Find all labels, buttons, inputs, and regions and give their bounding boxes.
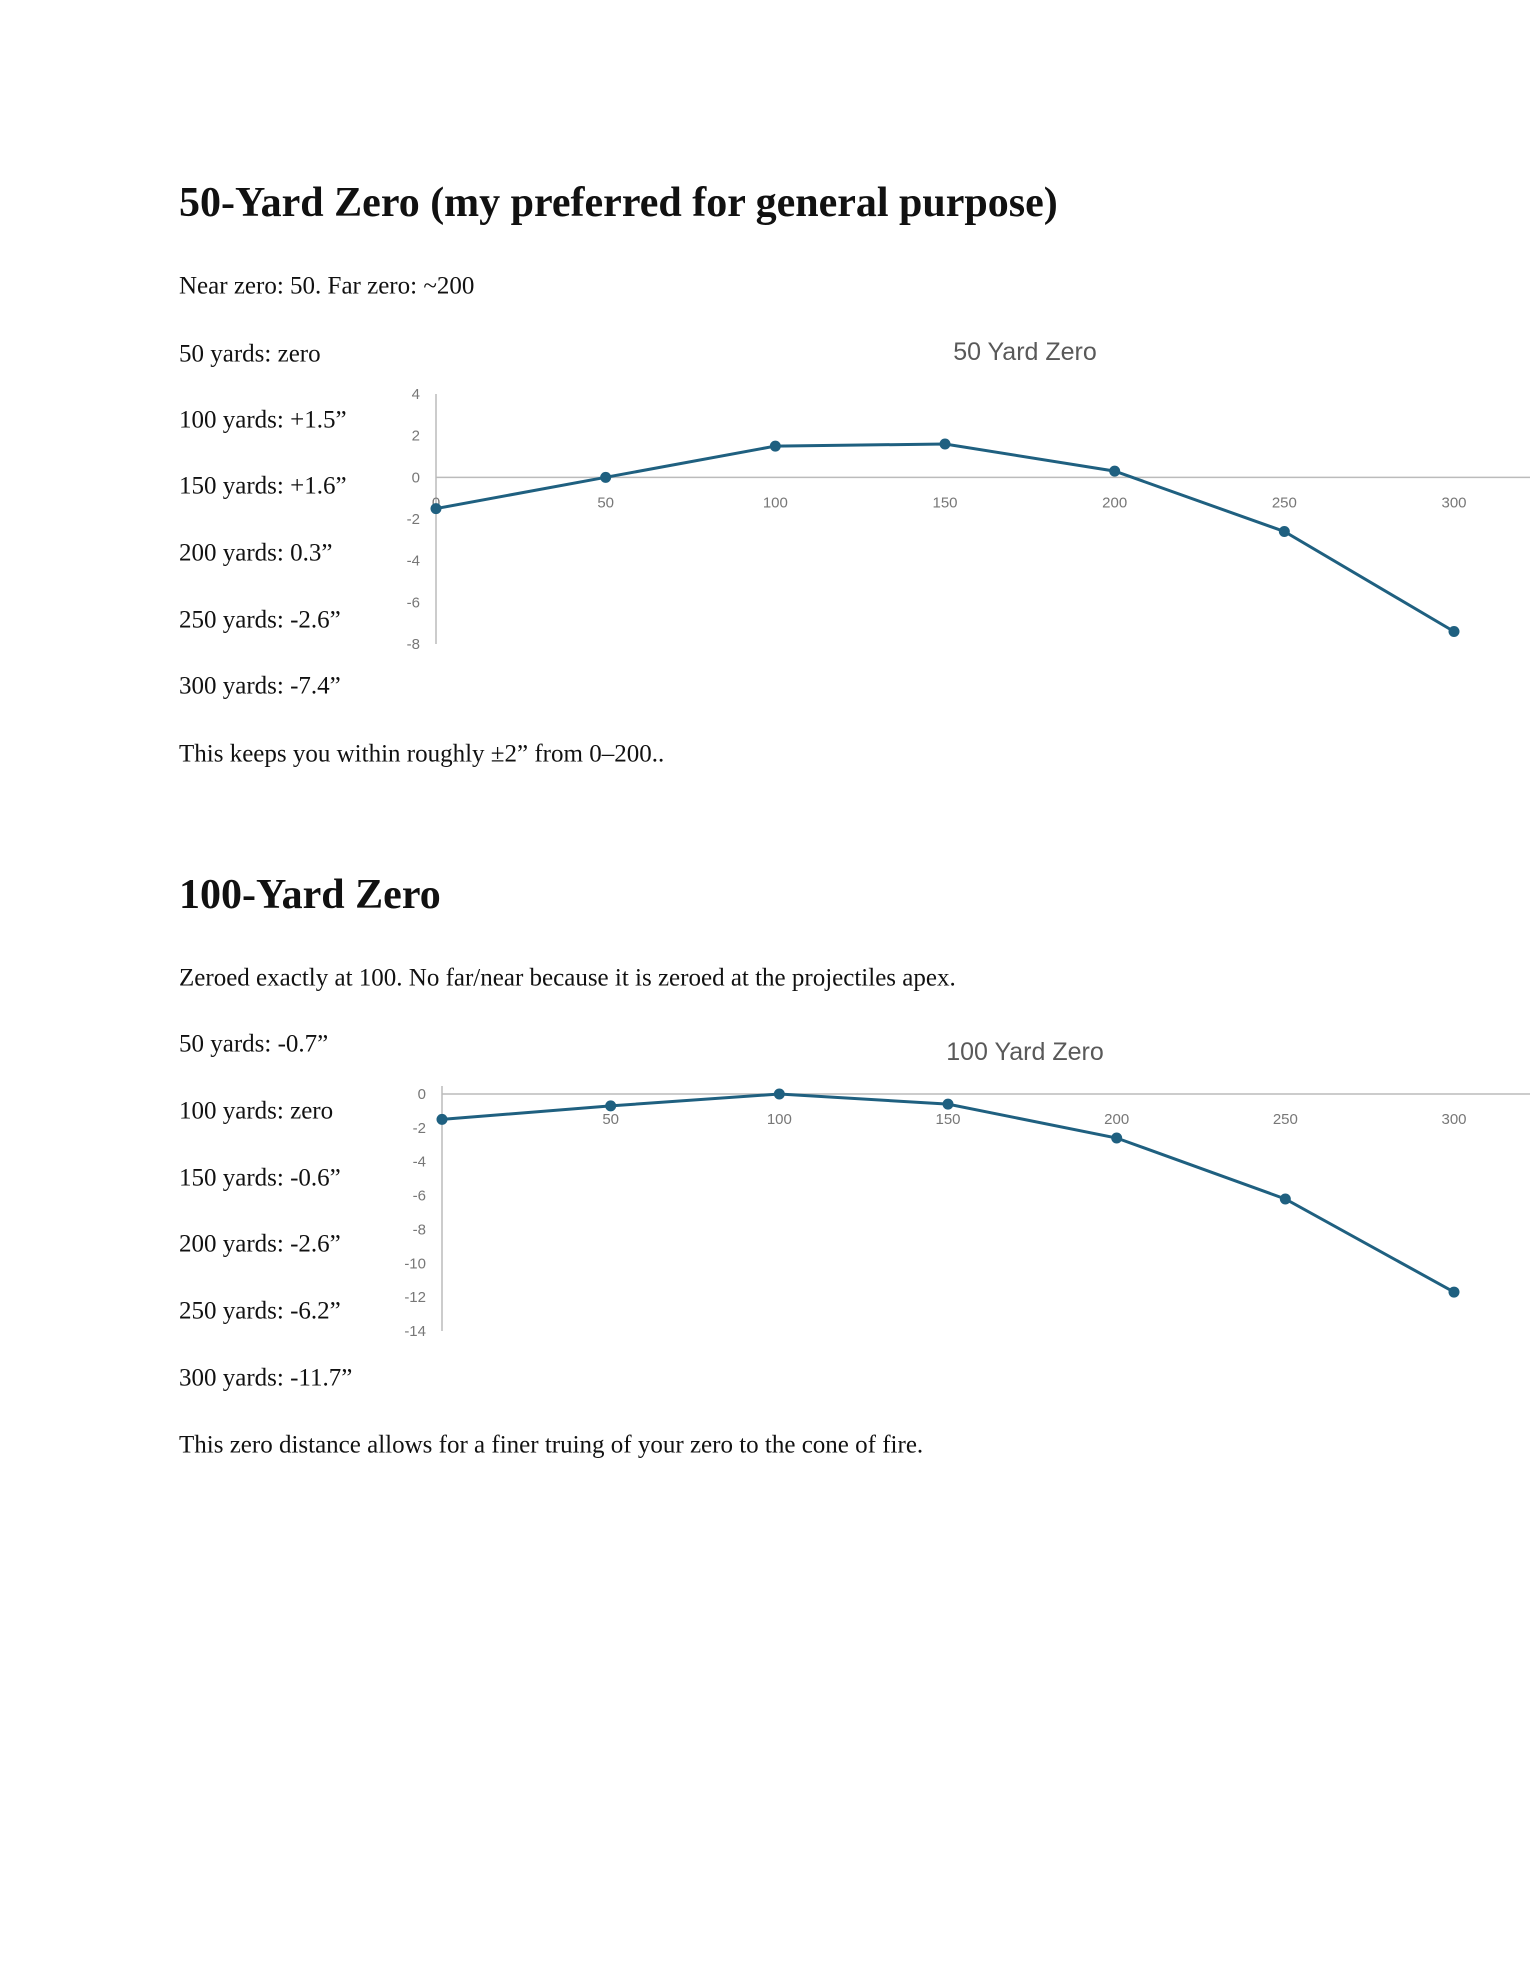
- y-tick-label: -6: [413, 1188, 426, 1205]
- chart-title: 50 Yard Zero: [953, 338, 1097, 366]
- data-point: [600, 471, 612, 483]
- y-tick-label: -4: [413, 1154, 426, 1171]
- outro-text: This keeps you within roughly ±2” from 0…: [179, 740, 665, 768]
- data-point: [1448, 626, 1460, 637]
- list-item: 200 yards: 0.3”: [179, 539, 333, 567]
- list-item: 300 yards: -7.4”: [179, 672, 341, 700]
- y-tick-label: 0: [418, 1086, 426, 1103]
- data-point: [605, 1100, 617, 1112]
- x-tick-label: 200: [1102, 494, 1127, 511]
- data-point: [1448, 1286, 1460, 1298]
- y-tick-label: -8: [413, 1221, 426, 1238]
- x-tick-label: 50: [602, 1111, 619, 1128]
- section-heading: 50-Yard Zero (my preferred for general p…: [179, 180, 1058, 226]
- data-point: [1109, 465, 1121, 477]
- y-tick-label: -2: [407, 511, 420, 528]
- list-item: 250 yards: -6.2”: [179, 1297, 341, 1325]
- intro-text: Near zero: 50. Far zero: ~200: [179, 272, 475, 300]
- data-point: [1279, 1193, 1291, 1205]
- y-tick-label: -6: [407, 594, 420, 611]
- chart-title: 100 Yard Zero: [946, 1038, 1104, 1066]
- data-point: [773, 1088, 785, 1100]
- list-item: 100 yards: +1.5”: [179, 406, 347, 434]
- x-tick-label: 100: [767, 1111, 792, 1128]
- data-point: [1278, 526, 1290, 537]
- y-tick-label: -2: [413, 1120, 426, 1137]
- list-item: 150 yards: -0.6”: [179, 1164, 341, 1192]
- x-tick-label: 0: [432, 494, 440, 511]
- x-tick-label: 150: [932, 494, 957, 511]
- y-tick-label: 4: [412, 386, 420, 403]
- x-tick-label: 300: [1441, 1111, 1466, 1128]
- list-item: 250 yards: -2.6”: [179, 606, 341, 634]
- x-tick-label: 200: [1104, 1111, 1129, 1128]
- y-tick-label: -4: [407, 553, 420, 570]
- data-point: [436, 1113, 448, 1125]
- series-line: [435, 442, 1455, 633]
- list-item: 50 yards: -0.7”: [179, 1030, 329, 1058]
- x-tick-label: 250: [1273, 1111, 1298, 1128]
- x-tick-label: 300: [1441, 494, 1466, 511]
- y-tick-label: 0: [412, 469, 420, 486]
- list-item: 100 yards: zero: [179, 1097, 334, 1125]
- list-item: 150 yards: +1.6”: [179, 472, 347, 500]
- intro-text: Zeroed exactly at 100. No far/near becau…: [179, 964, 956, 992]
- list-item: 50 yards: zero: [179, 340, 321, 368]
- y-tick-label: -10: [404, 1255, 426, 1272]
- section-heading: 100-Yard Zero: [179, 872, 441, 918]
- x-tick-label: 100: [763, 494, 788, 511]
- outro-text: This zero distance allows for a finer tr…: [179, 1431, 924, 1459]
- y-tick-label: 2: [412, 428, 420, 445]
- x-tick-label: 50: [597, 494, 614, 511]
- data-point: [430, 503, 442, 515]
- data-point: [939, 438, 951, 450]
- x-tick-label: 150: [935, 1111, 960, 1128]
- x-tick-label: 250: [1272, 494, 1297, 511]
- y-tick-label: -8: [407, 636, 420, 653]
- y-tick-label: -12: [404, 1289, 426, 1306]
- y-tick-label: -14: [404, 1323, 426, 1340]
- data-point: [1111, 1132, 1123, 1144]
- list-item: 300 yards: -11.7”: [179, 1364, 353, 1392]
- data-point: [769, 440, 781, 452]
- list-item: 200 yards: -2.6”: [179, 1230, 341, 1258]
- data-point: [942, 1098, 954, 1110]
